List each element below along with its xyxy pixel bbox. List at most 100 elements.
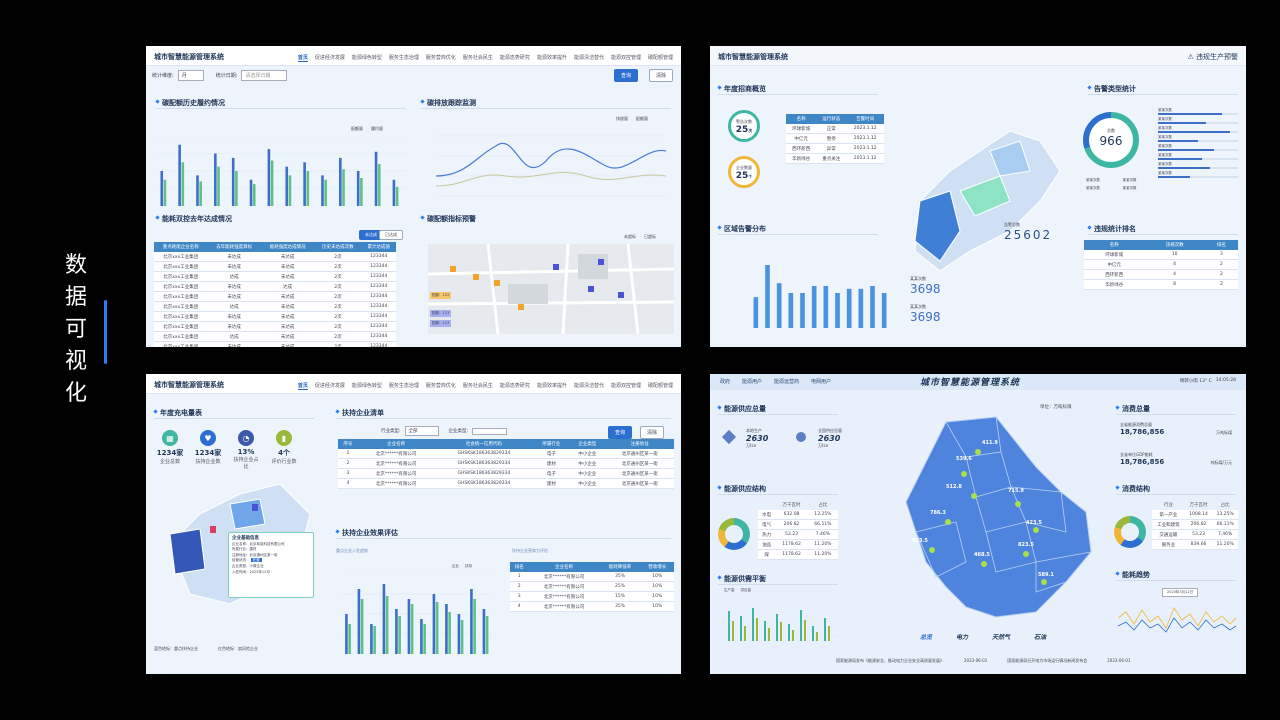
table-row[interactable]: 工业和建筑 206.82 66.11%	[1152, 519, 1238, 530]
table-row[interactable]: 油品 1178.62 11.20%	[758, 539, 838, 550]
nav-item[interactable]: 能源效率提升	[536, 383, 567, 389]
industry-select[interactable]: 全部	[404, 426, 439, 436]
tab-overview[interactable]: 总览	[920, 634, 933, 641]
table-row[interactable]: 北京xxx工业集团 未达成 未达成 2次 123344	[154, 291, 396, 302]
table-row[interactable]: 北京xxx工业集团 未达成 未达成 2次 123344	[154, 261, 396, 272]
top-bar: 城市智慧能源管理系统 首页 促进经济发展 能源绿色转型 服务生态治理 服务营商优…	[146, 46, 681, 66]
nav-item[interactable]: 能源双控管理	[610, 383, 641, 389]
table-row[interactable]: 北京xxx工业集团 未达成 未达成 2次 123344	[154, 341, 396, 347]
nav-item[interactable]: 促进经济发展	[314, 55, 345, 61]
nav-item[interactable]: 促进经济发展	[314, 383, 345, 389]
bar	[435, 602, 439, 654]
tab-met[interactable]: 已达成	[379, 230, 403, 240]
table-row[interactable]: 煤 1178.62 11.20%	[758, 549, 838, 560]
nav-item[interactable]: 能源效率提升	[536, 55, 567, 61]
news-ticker: 国家能源局发布《能源安全、推动电力企业安全高质量发展》 2023-06-01 国…	[836, 658, 1131, 664]
nav-item[interactable]: 首页	[297, 383, 308, 390]
news-item[interactable]: 国家能源局发布《能源安全、推动电力企业安全高质量发展》	[836, 658, 944, 663]
nav-item[interactable]: 碳配额管理	[647, 55, 673, 61]
table-row[interactable]: 电气 206.82 66.11%	[758, 519, 838, 530]
table-row[interactable]: 西环新西 4 2	[1084, 269, 1238, 280]
table-row[interactable]: 中亿元 暂停 2023.1.12	[786, 133, 884, 144]
nav-item[interactable]: 能源态势研究	[499, 55, 530, 61]
date-picker[interactable]: 2023年3月12日	[1162, 588, 1199, 597]
nav-item[interactable]: 能源清洁替代	[573, 383, 604, 389]
tab-oil[interactable]: 石油	[1034, 634, 1047, 641]
table-row[interactable]: 北京xxx工业集团 达成 未达成 2次 123344	[154, 271, 396, 282]
count-label: 某某次数	[910, 304, 926, 309]
table-row[interactable]: 3 北京******有限公司 15% 10%	[510, 591, 674, 602]
table-row[interactable]: 第一产业 1008.14 13.25%	[1152, 510, 1238, 520]
table-row[interactable]: 2 北京******有限公司 25% 10%	[510, 581, 674, 592]
nav-item[interactable]: 首页	[297, 55, 308, 62]
hbar-fill	[1158, 140, 1198, 142]
region-map[interactable]	[890, 91, 1070, 281]
table-row[interactable]: 中亿元 4 2	[1084, 259, 1238, 270]
nav-item[interactable]: 能源绿色转型	[351, 55, 382, 61]
table-row[interactable]: 热力 53.23 7.46%	[758, 529, 838, 540]
nav-item[interactable]: 服务社会民生	[462, 383, 493, 389]
reset-button[interactable]: 清除	[640, 426, 665, 439]
table-row[interactable]: 北京xxx工业集团 达成 未达成 2次 123344	[154, 301, 396, 312]
bar	[870, 286, 875, 328]
table-cell: GHSKSK186363829334	[434, 458, 534, 469]
table-cell: 1	[510, 572, 529, 582]
kpi-card: ▦ 1234家 企业总数	[156, 430, 184, 465]
news-item[interactable]: 国家能源局召开电力市场运行情况新闻发布会	[1007, 658, 1088, 663]
nav-item[interactable]: 服务生态治理	[388, 55, 419, 61]
table-row[interactable]: 3 北京******有限公司 GHSKSK186363829334 电子 中小企业 北京通…	[338, 468, 674, 479]
col-header: 万千瓦时	[1189, 503, 1208, 508]
role-tab[interactable]: 电网用户	[811, 379, 832, 385]
street-map[interactable]: 配额：123 配额：123 配额：123	[428, 244, 674, 334]
kpi-card: ▮ 4个 评价行业数	[270, 430, 298, 465]
nav-item[interactable]: 能源态势研究	[499, 383, 530, 389]
table-row[interactable]: 服务业 839.66 11.20%	[1152, 539, 1238, 550]
reset-button[interactable]: 清除	[649, 69, 674, 82]
table-row[interactable]: 4 北京******有限公司 35% 10%	[510, 601, 674, 612]
table-row[interactable]: 北京xxx工业集团 未达成 达成 2次 123344	[154, 281, 396, 292]
nav-item[interactable]: 服务营商优化	[425, 55, 456, 61]
nav-item[interactable]: 服务营商优化	[425, 383, 456, 389]
bar	[470, 589, 473, 654]
table-row[interactable]: 北京xxx工业集团 未达成 未达成 2次 123344	[154, 321, 396, 332]
hbar-fill	[1158, 158, 1202, 160]
company-type-select[interactable]	[472, 427, 508, 435]
date-input[interactable]: 请选择日期	[241, 70, 288, 81]
table-cell: 未达成	[207, 252, 261, 262]
nav-item[interactable]: 服务生态治理	[388, 383, 419, 389]
table-row[interactable]: 华新绿谷 8 2	[1084, 279, 1238, 290]
main-nav: 首页 促进经济发展 能源绿色转型 服务生态治理 服务营商优化 服务社会民生 能源…	[297, 54, 673, 62]
role-tab[interactable]: 能源运营商	[774, 379, 800, 385]
nav-item[interactable]: 能源双控管理	[610, 55, 641, 61]
table-row[interactable]: 1 北京******有限公司 GHSKSK186363829334 电子 中小企业 北京通…	[338, 449, 674, 459]
query-button[interactable]: 查询	[608, 426, 633, 439]
kpi-label: 扶持企业数	[195, 459, 221, 465]
dimension-select[interactable]: 月	[177, 70, 204, 81]
role-tab[interactable]: 政府	[720, 379, 731, 385]
table-row[interactable]: 4 北京******有限公司 GHSKSK186363829334 建材 中小企业 北京通…	[338, 478, 674, 489]
map-tag: 配额：123	[430, 310, 452, 317]
table-row[interactable]: 西环新西 异常 2023.1.12	[786, 143, 884, 154]
hbar-label: 某某次数	[1158, 144, 1172, 148]
table-row[interactable]: 北京xxx工业集团 达成 未达成 2次 123344	[154, 331, 396, 342]
table-row[interactable]: 华新绿谷 重点关注 2023.1.12	[786, 153, 884, 164]
nav-item[interactable]: 服务社会民生	[462, 55, 493, 61]
tab-gas[interactable]: 天然气	[992, 634, 1011, 641]
table-row[interactable]: 北京xxx工业集团 未达成 未达成 2次 123344	[154, 311, 396, 322]
nav-item[interactable]: 碳配额管理	[647, 383, 673, 389]
table-row[interactable]: 交通运输 53.23 7.46%	[1152, 529, 1238, 540]
nav-item[interactable]: 能源绿色转型	[351, 383, 382, 389]
query-button[interactable]: 查询	[614, 69, 639, 82]
table-row[interactable]: 1 北京******有限公司 35% 10%	[510, 572, 674, 582]
table-cell: 中小企业	[569, 458, 606, 469]
province-map[interactable]: 411.9 539.6 512.8 715.9 786.3 423.5 823.…	[886, 412, 1116, 622]
nav-item[interactable]: 能源清洁替代	[573, 55, 604, 61]
table-row[interactable]: 环球新城 10 3	[1084, 250, 1238, 260]
table-row[interactable]: 北京xxx工业集团 未达成 未达成 2次 123344	[154, 252, 396, 262]
bar	[321, 175, 324, 206]
role-tab[interactable]: 能源用户	[742, 379, 763, 385]
table-row[interactable]: 环球新城 正常 2023.1.12	[786, 124, 884, 134]
tab-power[interactable]: 电力	[956, 634, 969, 641]
table-row[interactable]: 2 北京******有限公司 GHSKSK186363829334 建材 中小企业 北京通…	[338, 458, 674, 469]
table-row[interactable]: 水电 632.08 13.25%	[758, 510, 838, 520]
